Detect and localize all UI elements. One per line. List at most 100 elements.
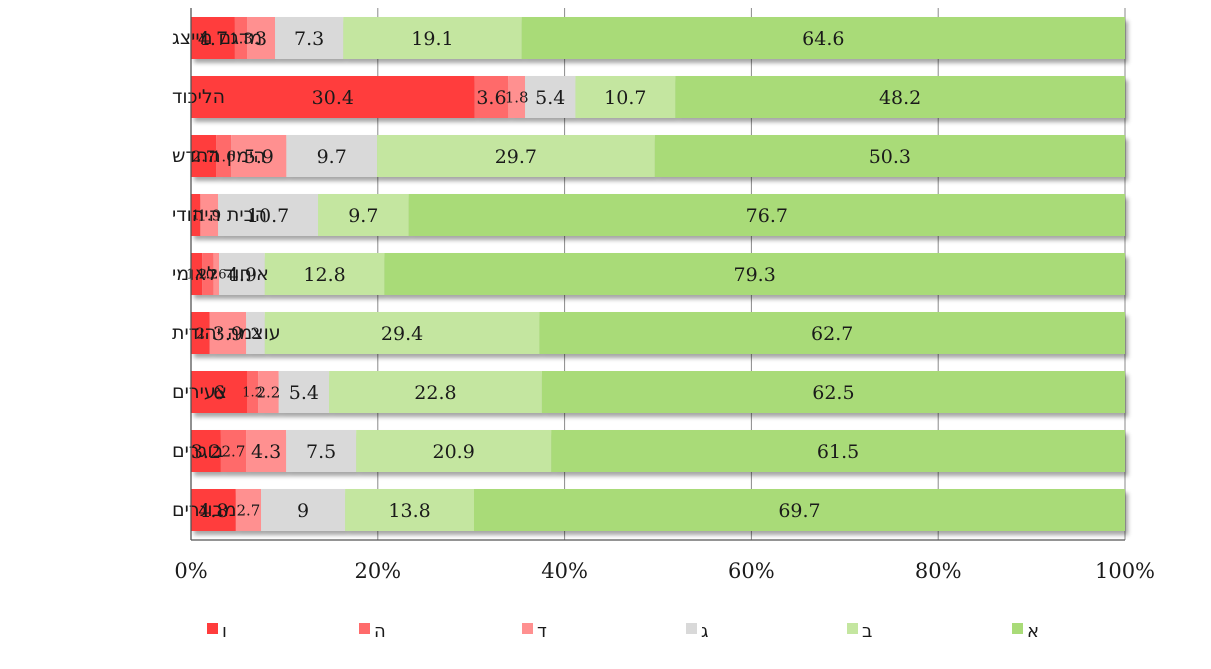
bar-segment[interactable]	[202, 253, 214, 295]
bar-segment[interactable]	[261, 489, 346, 531]
data-label: 6	[213, 382, 225, 404]
category-label: צעירים	[172, 381, 227, 403]
bar-segment[interactable]	[247, 17, 276, 59]
bar-segment[interactable]	[235, 489, 262, 531]
bar-segment[interactable]	[220, 430, 247, 472]
data-label: 4.3	[251, 441, 281, 463]
bar-row-8	[191, 489, 1125, 531]
x-tick-label: 100%	[1095, 559, 1155, 583]
bar-segment[interactable]	[231, 135, 287, 177]
bar-segment[interactable]	[275, 17, 344, 59]
bar-segment[interactable]	[575, 76, 676, 118]
bar-segment[interactable]	[474, 489, 1125, 531]
data-label: 4.8	[198, 500, 228, 522]
bar-segment[interactable]	[318, 194, 409, 236]
x-tick-label: 60%	[728, 559, 775, 583]
data-label: 64.6	[802, 28, 844, 50]
data-label: 2	[251, 324, 261, 342]
bar-segment[interactable]	[234, 17, 248, 59]
bar-segment[interactable]	[345, 489, 475, 531]
bar-segment[interactable]	[377, 135, 655, 177]
x-tick-label: 20%	[354, 559, 401, 583]
bar-segment[interactable]	[191, 489, 236, 531]
legend-swatch	[847, 623, 858, 634]
bar-segment[interactable]	[246, 312, 265, 354]
data-label: 5.9	[244, 146, 274, 168]
data-label: 13.8	[388, 500, 430, 522]
bar-segment[interactable]	[286, 430, 357, 472]
bar-segment[interactable]	[191, 253, 203, 295]
category-label: הימין החדש	[172, 145, 266, 167]
bar-segment[interactable]	[278, 371, 330, 413]
data-label: 2	[196, 324, 206, 342]
bar-segment[interactable]	[384, 253, 1125, 295]
data-label: 9	[297, 500, 309, 522]
bar-segment[interactable]	[264, 312, 540, 354]
bar-segment[interactable]	[286, 135, 378, 177]
bar-row-3	[191, 194, 1125, 236]
bar-segment[interactable]	[654, 135, 1125, 177]
data-label: 7.3	[294, 28, 324, 50]
x-tick-label: 40%	[541, 559, 588, 583]
category-label: איחוד לאומי	[172, 263, 269, 285]
data-label: 0.6	[206, 268, 227, 283]
bar-row-1	[191, 76, 1125, 118]
bar-segment[interactable]	[343, 17, 522, 59]
data-label: 1.8	[505, 88, 529, 106]
data-label: 79.3	[734, 264, 776, 286]
bar-segment[interactable]	[258, 371, 279, 413]
data-label: 4.9	[227, 264, 257, 286]
data-label: 69.7	[778, 500, 820, 522]
bar-segment[interactable]	[474, 76, 509, 118]
category-label: הבית היהודי	[172, 204, 267, 226]
data-label: 48.2	[879, 87, 921, 109]
bar-segment[interactable]	[191, 430, 221, 472]
bar-segment[interactable]	[521, 17, 1125, 59]
bar-segment[interactable]	[246, 430, 287, 472]
data-label: 2.7	[192, 147, 216, 165]
bar-segment[interactable]	[525, 76, 576, 118]
data-label: 3.9	[213, 323, 243, 345]
bar-segment[interactable]	[191, 371, 247, 413]
bar-segment[interactable]	[191, 312, 210, 354]
bar-segment[interactable]	[264, 253, 385, 295]
bar-segment[interactable]	[541, 371, 1125, 413]
bar-segment[interactable]	[191, 17, 235, 59]
data-label: 50.3	[869, 146, 911, 168]
bar-row-7	[191, 430, 1125, 472]
data-label: 3.2	[191, 441, 221, 463]
data-label: 3.6	[476, 87, 506, 109]
bar-segment[interactable]	[216, 135, 232, 177]
bar-row-5	[191, 312, 1125, 354]
data-label: 62.7	[811, 323, 853, 345]
data-label: 76.7	[746, 205, 788, 227]
data-label: 2.7	[222, 442, 246, 460]
data-label: 10.7	[604, 87, 646, 109]
bar-segment[interactable]	[246, 371, 259, 413]
bar-segment[interactable]	[508, 76, 526, 118]
data-label: 9.7	[317, 146, 347, 168]
legend-swatch	[686, 623, 697, 634]
data-label: 5.4	[289, 382, 319, 404]
bar-segment[interactable]	[191, 76, 475, 118]
bar-segment[interactable]	[551, 430, 1125, 472]
bar-segment[interactable]	[329, 371, 542, 413]
bar-segment[interactable]	[191, 135, 217, 177]
bar-segment[interactable]	[191, 194, 201, 236]
bar-segment[interactable]	[200, 194, 219, 236]
legend-label: א	[1027, 621, 1039, 642]
bar-segment[interactable]	[209, 312, 247, 354]
data-label: 20.9	[433, 441, 475, 463]
bar-segment[interactable]	[213, 253, 220, 295]
bar-segment[interactable]	[408, 194, 1125, 236]
bar-segment[interactable]	[675, 76, 1125, 118]
legend-swatch	[522, 623, 533, 634]
bar-row-0	[191, 17, 1125, 59]
bar-segment[interactable]	[219, 253, 265, 295]
data-label: 22.8	[414, 382, 456, 404]
bar-segment[interactable]	[356, 430, 552, 472]
bar-segment[interactable]	[539, 312, 1125, 354]
bar-segment[interactable]	[218, 194, 319, 236]
data-label: 1.6	[212, 147, 236, 165]
